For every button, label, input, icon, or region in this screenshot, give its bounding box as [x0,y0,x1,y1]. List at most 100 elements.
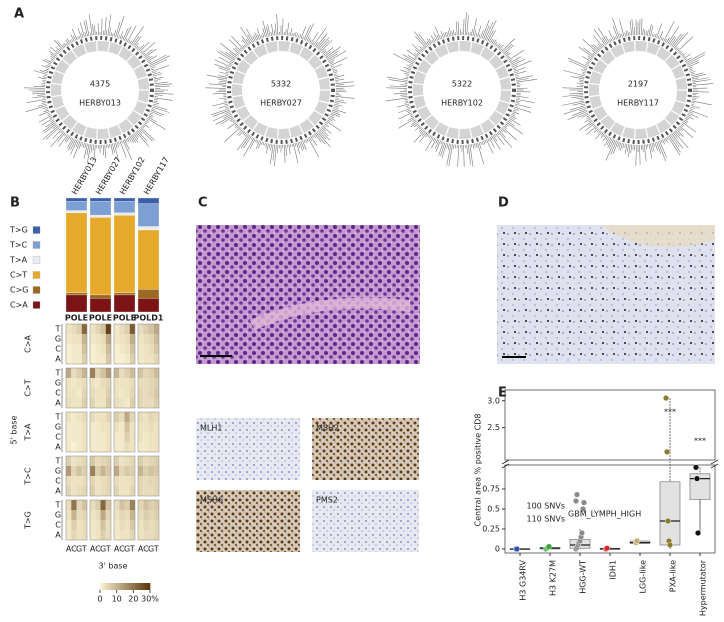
heatmap-cell [148,354,154,364]
heatmap-cell [138,388,144,398]
circos-bar [588,122,594,126]
circos-bar [49,50,57,57]
circos-bar [407,111,412,114]
circos-bar [286,22,290,36]
circos-spoke [116,123,124,135]
circos-bar [334,100,347,104]
heatmap-cell [119,432,125,442]
heatmap-cell [143,486,149,496]
colorbar-step [112,583,116,590]
circos-bar [463,144,465,168]
panel-label: A [14,7,24,22]
circos-bar [78,35,81,39]
circos-bar [319,39,330,51]
heatmap-cell [148,486,154,496]
heatmap-cell [153,530,159,540]
circos-bar [451,31,453,36]
three-prime-label: T [81,545,87,554]
circos-bar [333,105,340,108]
axis-break [710,459,719,465]
circos-bar [322,50,327,55]
heatmap-cell [138,456,144,466]
heatmap-cell [119,398,125,408]
circos-bar [603,134,606,138]
circos-bar [642,28,644,36]
y-tick-label: 0 [495,545,500,554]
ihc-image [312,418,419,480]
stacked-segment [113,292,136,296]
circos-bar [491,39,495,44]
circos-bar [45,64,51,68]
heatmap-cell [81,530,87,540]
annotation: *** [664,408,676,417]
heatmap-cell [71,324,77,334]
circos-spoke [136,99,149,105]
circos-bar [33,85,46,88]
circos-spoke [670,109,682,117]
circos-bar [320,128,329,137]
heatmap-cell [76,398,82,408]
circos-bar [639,144,641,165]
heatmap-cell [129,442,135,452]
heatmap-cell [148,344,154,354]
circos-bar [670,37,677,46]
circos-bar [414,52,419,57]
heatmap-cell [100,398,106,408]
circos-bar [406,109,411,112]
circos-bar [562,100,585,106]
circos-bar [113,29,117,37]
circos-bar [109,27,112,36]
circos-spoke [107,127,111,140]
circos-bar [121,140,123,144]
heatmap-cell [76,476,82,486]
circos-bar [586,125,597,136]
colorbar-step [140,583,143,590]
circos-bar [212,112,232,122]
circos-bar [78,141,82,150]
legend-label: T>A [9,256,28,265]
heatmap-cell [71,456,77,466]
circos-bar [223,99,227,101]
circos-bar [386,87,408,89]
circos-spoke [422,113,433,123]
heatmap-cell [100,422,106,432]
circos-bar [435,139,439,144]
heatmap-cell [119,500,125,510]
five-prime-label: T [55,413,61,422]
circos-bar [274,23,277,36]
circos-bar [506,122,523,135]
circos-bar [404,57,415,64]
circos-bar [449,27,452,37]
heatmap-cell [90,466,96,476]
heatmap-cell [81,432,87,442]
circos-bar [651,143,655,152]
circos-bar [293,143,299,164]
stacked-segment [137,197,160,204]
mutation-count: 2197 [628,80,648,89]
polymerase-label: POLE [89,314,112,323]
circos-bar [243,137,255,157]
circos-bar [67,137,74,148]
circos-bar [225,51,236,60]
heatmap-cell [90,510,96,520]
heatmap-cell [105,530,111,540]
heatmap-cell [148,530,154,540]
circos-bar [143,123,150,129]
circos-bar [125,138,128,142]
circos-bar [680,124,684,128]
heatmap-cell [124,476,130,486]
circos-bar [71,39,74,43]
heatmap-cell [129,334,135,344]
circos-bar [309,39,312,44]
heatmap-cell [71,354,77,364]
circos-bar [640,18,643,36]
stacked-segment [65,292,88,296]
circos-bar [583,68,587,71]
circos-bar [39,111,50,116]
circos-bar [228,64,232,67]
heatmap-cell [105,500,111,510]
heatmap-cell [114,510,120,520]
circos-bar [679,125,694,138]
circos-bar [650,143,653,153]
circos-bar [592,124,596,127]
